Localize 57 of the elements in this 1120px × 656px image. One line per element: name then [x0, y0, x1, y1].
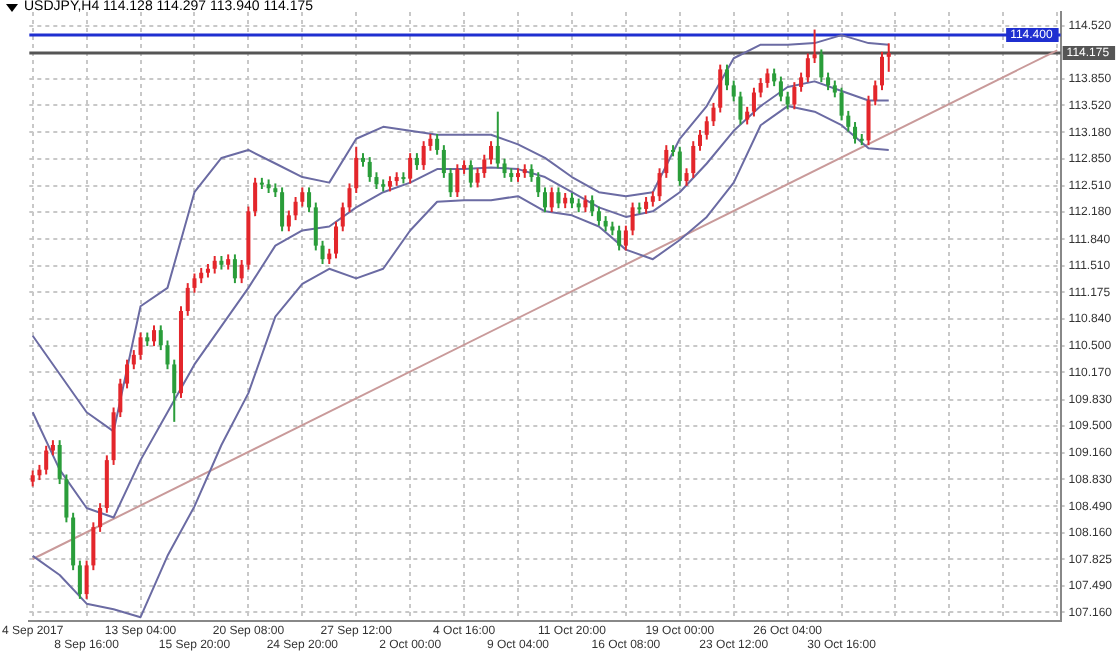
candlestick	[549, 186, 554, 214]
candlestick	[468, 159, 473, 189]
candlestick	[556, 186, 561, 210]
candlestick	[104, 454, 109, 514]
candlestick	[590, 194, 595, 218]
candlestick	[131, 349, 136, 371]
candlestick	[758, 77, 763, 99]
candlestick	[421, 140, 426, 171]
candlestick	[697, 129, 703, 152]
candlestick	[408, 152, 413, 185]
candlestick	[617, 224, 622, 252]
candlestick	[765, 67, 770, 89]
candlestick	[441, 144, 446, 179]
candlestick	[293, 195, 298, 222]
candlestick	[232, 253, 237, 285]
candlestick	[502, 157, 507, 179]
candlestick	[253, 176, 258, 218]
candlestick	[495, 110, 500, 170]
candlestick	[367, 156, 372, 183]
candlestick	[44, 444, 49, 476]
candlestick	[691, 140, 696, 179]
candlestick	[886, 42, 891, 73]
candlestick	[77, 559, 82, 600]
candlestick	[536, 171, 541, 198]
candlestick	[125, 358, 130, 390]
candlestick	[307, 186, 312, 214]
candlestick	[853, 121, 858, 145]
candlestick	[799, 71, 804, 93]
candlestick	[320, 239, 325, 265]
candlestick	[879, 50, 885, 92]
candlestick	[448, 167, 453, 198]
candlestick	[71, 511, 76, 572]
candlestick	[677, 145, 682, 187]
candlestick	[280, 186, 285, 233]
candlestick	[718, 63, 723, 114]
candlestick	[98, 502, 103, 533]
candlestick	[596, 205, 601, 227]
candlestick	[542, 186, 547, 214]
candlestick	[751, 86, 756, 118]
candlestick	[152, 324, 157, 348]
candlestick	[623, 224, 628, 252]
candlestick	[489, 140, 494, 166]
candlestick	[455, 163, 460, 198]
candlestick	[792, 81, 797, 111]
candlestick	[138, 331, 143, 361]
candlestick	[724, 63, 729, 92]
candlestick	[185, 282, 190, 317]
candlestick	[313, 201, 318, 252]
candlestick	[482, 153, 487, 179]
candlestick	[812, 28, 817, 65]
candlestick	[435, 133, 440, 156]
candlestick	[778, 75, 783, 103]
candlestick	[334, 220, 339, 260]
candlestick	[286, 209, 291, 233]
candlestick	[630, 201, 635, 237]
candlestick	[805, 52, 810, 84]
candlestick	[819, 48, 824, 84]
